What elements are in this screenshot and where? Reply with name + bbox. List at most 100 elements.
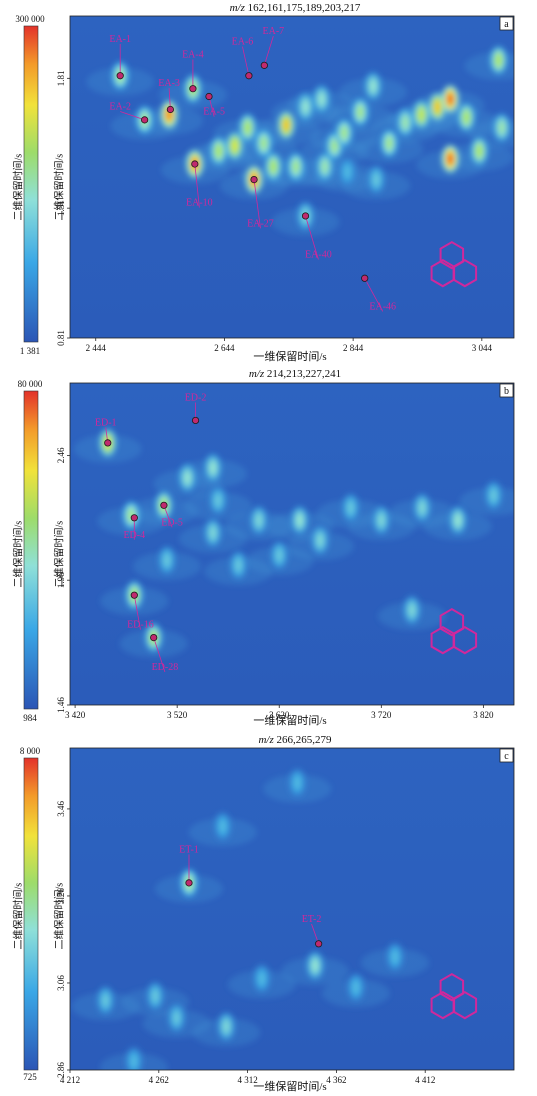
peak-label-EA-6: EA-6 xyxy=(232,37,254,48)
colorbar xyxy=(23,25,39,343)
spot-core-21 xyxy=(386,137,393,150)
peak-marker-ET-2 xyxy=(315,940,323,948)
spot-core-5 xyxy=(184,471,191,484)
x-tick-label-3: 3 044 xyxy=(472,343,493,353)
spot-core-32 xyxy=(344,165,351,178)
spot-core-25 xyxy=(447,93,454,106)
x-tick-label-1: 3 520 xyxy=(167,710,188,720)
spots xyxy=(98,428,503,652)
spots xyxy=(96,768,405,1070)
spot-core-10 xyxy=(255,514,262,527)
x-tick-label-3: 3 720 xyxy=(371,710,392,720)
leader-line-EA-40 xyxy=(305,215,319,260)
spot-core-3 xyxy=(219,820,226,833)
leader-line-EA-10 xyxy=(194,163,200,208)
panel-a: m/z 162,161,175,189,203,217 300 000 1 38… xyxy=(0,0,537,363)
spot-core-11 xyxy=(296,514,303,527)
panel-c-xlabel: 一维保留时间/s xyxy=(253,1081,327,1093)
panel-letter: c xyxy=(504,751,509,762)
peak-label-EA-3: EA-3 xyxy=(158,78,180,89)
peak-label-ED-4: ED-4 xyxy=(123,530,145,541)
spot-core-29 xyxy=(495,54,502,67)
peak-label-EA-7: EA-7 xyxy=(263,26,285,37)
peak-marker-ED-5 xyxy=(160,501,168,509)
peak-label-ED-16: ED-16 xyxy=(127,620,154,631)
spot-core-22 xyxy=(402,116,409,129)
peak-marker-EA-1 xyxy=(116,72,124,80)
peak-marker-EA-10 xyxy=(191,160,199,168)
spot-core-9 xyxy=(352,981,359,994)
spot-core-26 xyxy=(447,152,454,165)
x-tick-label-2: 3 620 xyxy=(269,710,290,720)
y-tick-label-0: 0.81 xyxy=(56,330,66,346)
peak-label-ED-1: ED-1 xyxy=(95,417,117,428)
peak-label-EA-2: EA-2 xyxy=(109,101,131,112)
leader-line-EA-7 xyxy=(263,36,274,66)
peak-label-EA-1: EA-1 xyxy=(109,34,131,45)
panel-b-title-prefix: m/z xyxy=(248,368,265,380)
spot-core-17 xyxy=(331,139,338,152)
spot-core-17 xyxy=(454,514,461,527)
spot-core-16 xyxy=(321,160,328,173)
peak-marker-EA-27 xyxy=(250,175,258,184)
panel-a-title-prefix: m/z xyxy=(229,2,245,14)
peak-marker-ED-28 xyxy=(150,634,158,642)
spot-core-6 xyxy=(231,139,238,152)
molecule-ring-2 xyxy=(452,259,478,288)
spot-core-18 xyxy=(408,604,415,617)
panel-letter-box xyxy=(499,16,514,31)
plot-frame xyxy=(69,382,515,706)
peak-label-EA-10: EA-10 xyxy=(186,198,213,209)
x-tick-label-0: 4 212 xyxy=(60,1075,80,1085)
x-tick-label-4: 4 412 xyxy=(415,1075,435,1085)
spot-core-13 xyxy=(276,549,283,562)
leader-line-EA-46 xyxy=(364,278,384,312)
spot-core-6 xyxy=(209,461,216,474)
y-tick-label-3: 3.46 xyxy=(56,801,66,817)
panel-a-colorbar-min: 1 381 xyxy=(19,346,41,356)
x-tick-label-3: 4 362 xyxy=(326,1075,346,1085)
colorbar xyxy=(23,390,39,710)
spot-core-23 xyxy=(418,108,425,121)
spot-core-7 xyxy=(215,494,221,507)
peak-label-EA-5: EA-5 xyxy=(203,107,225,118)
panel-c-title-prefix: m/z xyxy=(258,734,274,746)
spot-core-8 xyxy=(163,554,170,567)
panel-b-chart: ED-1 ED-2 ED-4 ED-5 ED-16 ED-28 b 3 420 3 520 3 6… xyxy=(23,382,515,720)
spot-core-7 xyxy=(244,121,251,134)
peak-label-ED-28: ED-28 xyxy=(152,662,179,673)
peak-marker-ET-1 xyxy=(185,879,193,887)
spot-core-14 xyxy=(302,100,309,113)
peak-label-EA-40: EA-40 xyxy=(305,250,332,261)
x-tick-label-4: 3 820 xyxy=(473,710,494,720)
y-tick-label-0: 2.86 xyxy=(56,1062,66,1078)
panel-b-colorbar-max: 80 000 xyxy=(17,379,43,389)
y-tick-label-1: 1.96 xyxy=(56,572,66,588)
panel-b: m/z 214,213,227,241 80 000 984 二维保留时间/s … xyxy=(0,365,537,730)
panel-a-colorbar-max: 300 000 xyxy=(15,14,45,24)
x-tick-label-0: 3 420 xyxy=(65,710,86,720)
spot-core-31 xyxy=(373,173,380,186)
peak-marker-EA-5 xyxy=(205,92,213,101)
spot-core-27 xyxy=(463,111,470,124)
spot-core-4 xyxy=(102,994,109,1007)
panel-a-xlabel: 一维保留时间/s xyxy=(253,351,327,363)
y-tick-label-1: 1.31 xyxy=(56,200,66,216)
molecule-icon xyxy=(430,241,478,288)
y-tick-label-0: 1.46 xyxy=(56,697,66,713)
leader-line-ED-5 xyxy=(163,505,173,528)
spot-core-19 xyxy=(490,489,497,502)
peak-marker-EA-2 xyxy=(141,116,149,124)
panel-c-colorbar-min: 725 xyxy=(23,1072,37,1082)
spot-core-15 xyxy=(318,93,325,106)
leader-line-EA-2 xyxy=(120,111,145,121)
spot-core-15 xyxy=(378,514,385,527)
spot-core-5 xyxy=(215,145,222,158)
spot-core-10 xyxy=(130,1055,137,1068)
panel-a-title-values: 162,161,175,189,203,217 xyxy=(247,2,361,14)
panel-c-chart: ET-1 ET-2 c 4 212 4 262 4 312 4 362 4 412 2.86 3.… xyxy=(23,747,515,1085)
spot-core-30 xyxy=(498,121,505,134)
panel-b-title-values: 214,213,227,241 xyxy=(266,368,342,380)
peak-marker-EA-7 xyxy=(260,61,268,69)
y-tick-label-2: 1.81 xyxy=(56,70,66,86)
